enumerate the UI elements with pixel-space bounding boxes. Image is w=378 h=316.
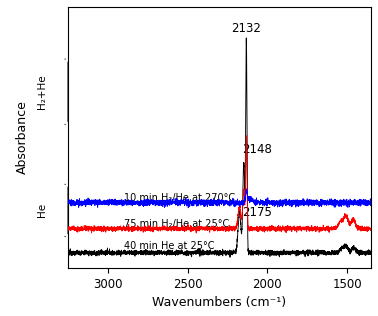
Text: He: He <box>37 203 47 217</box>
Text: 2132: 2132 <box>231 22 261 35</box>
Text: 2148: 2148 <box>242 143 271 156</box>
Text: 2175: 2175 <box>242 206 271 219</box>
X-axis label: Wavenumbers (cm⁻¹): Wavenumbers (cm⁻¹) <box>152 296 287 309</box>
Text: 75 min H₂/He at 25°C: 75 min H₂/He at 25°C <box>124 219 229 229</box>
Text: 40 min He at 25°C: 40 min He at 25°C <box>124 241 214 251</box>
Y-axis label: Absorbance: Absorbance <box>16 100 29 174</box>
Text: 10 min H₂/He at 270°C: 10 min H₂/He at 270°C <box>124 192 235 203</box>
Text: H₂+He: H₂+He <box>37 74 47 109</box>
